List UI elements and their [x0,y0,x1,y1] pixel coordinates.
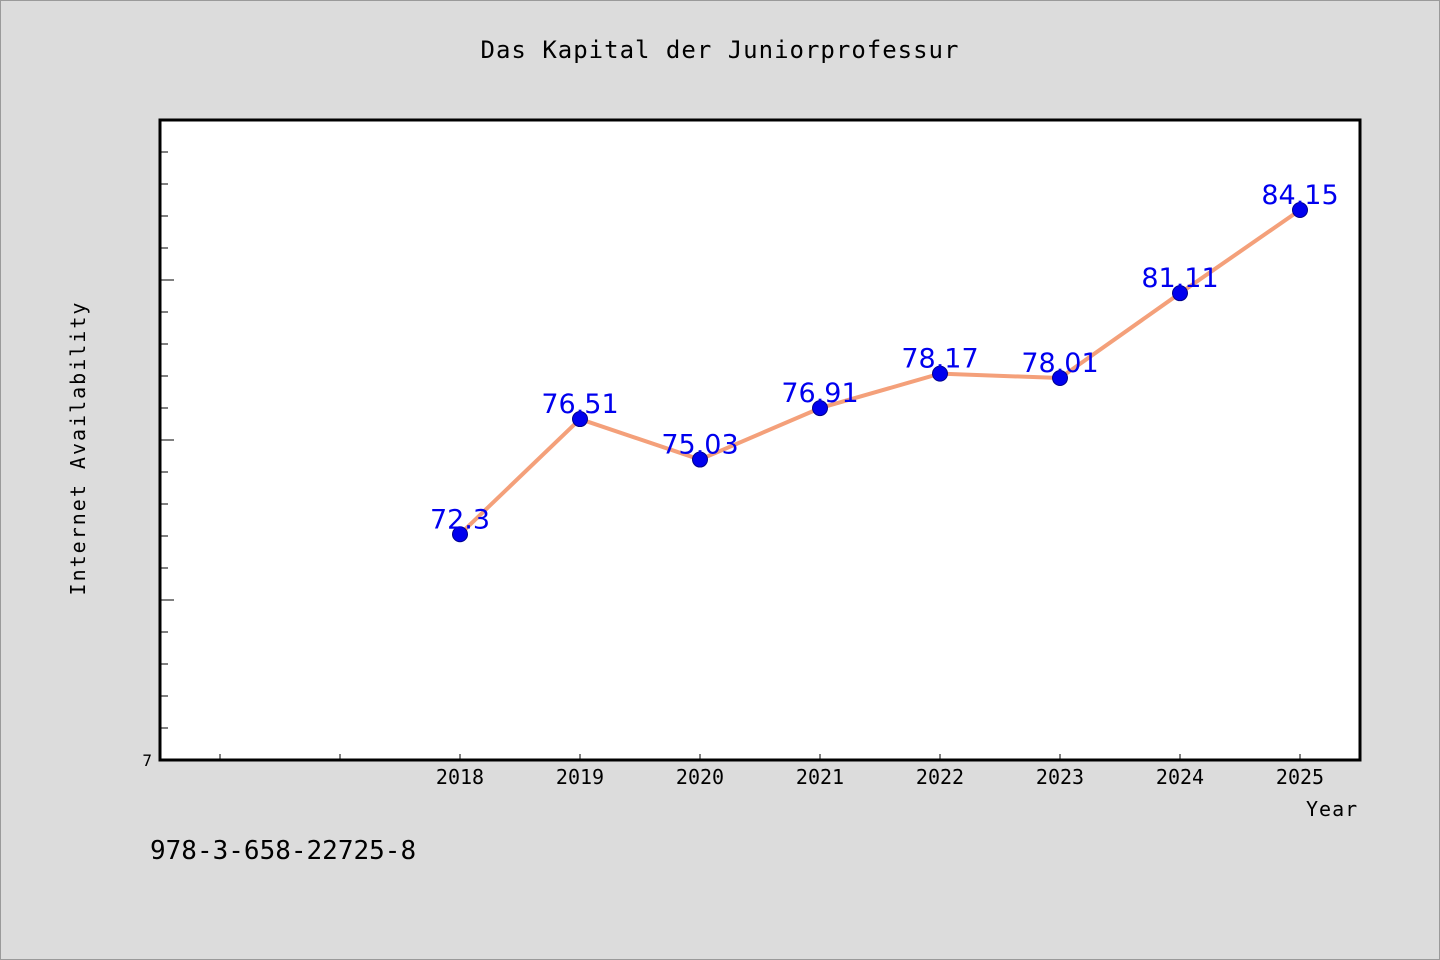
data-point [812,400,828,417]
data-label: 75.03 [661,430,738,461]
data-point [1052,370,1068,387]
plot-frame [158,118,1362,762]
data-label: 84.15 [1261,180,1338,211]
x-tick-label: 2018 [436,765,484,789]
plot-area [160,120,1360,760]
x-tick-label: 2023 [1036,765,1084,789]
series-line [458,208,1302,537]
data-point [1292,202,1308,218]
data-label: 76.91 [781,378,858,409]
x-tick-label: 2024 [1156,765,1204,789]
x-tick-label: 2025 [1276,765,1324,789]
x-tick-label: 2019 [556,765,604,789]
data-label: 72.3 [430,504,490,535]
y-tick-label: 7 [142,751,152,770]
isbn-text: 978-3-658-22725-8 [150,836,417,866]
data-point [572,411,588,428]
chart-title: Das Kapital der Juniorprofessur [480,36,960,64]
x-tick-label: 2020 [676,765,724,789]
y-axis-label: Internet Availability [66,300,90,596]
x-tick-label: 2021 [796,765,844,789]
data-point [932,365,948,382]
data-point [1172,285,1188,302]
data-label: 78.17 [901,344,978,375]
data-point [692,451,708,468]
data-label: 76.51 [541,389,618,420]
x-tick-label: 2022 [916,765,964,789]
x-axis-label: Year [1306,797,1359,821]
data-label: 78.01 [1021,348,1098,379]
data-label: 81.11 [1141,263,1218,294]
data-point [452,526,468,543]
